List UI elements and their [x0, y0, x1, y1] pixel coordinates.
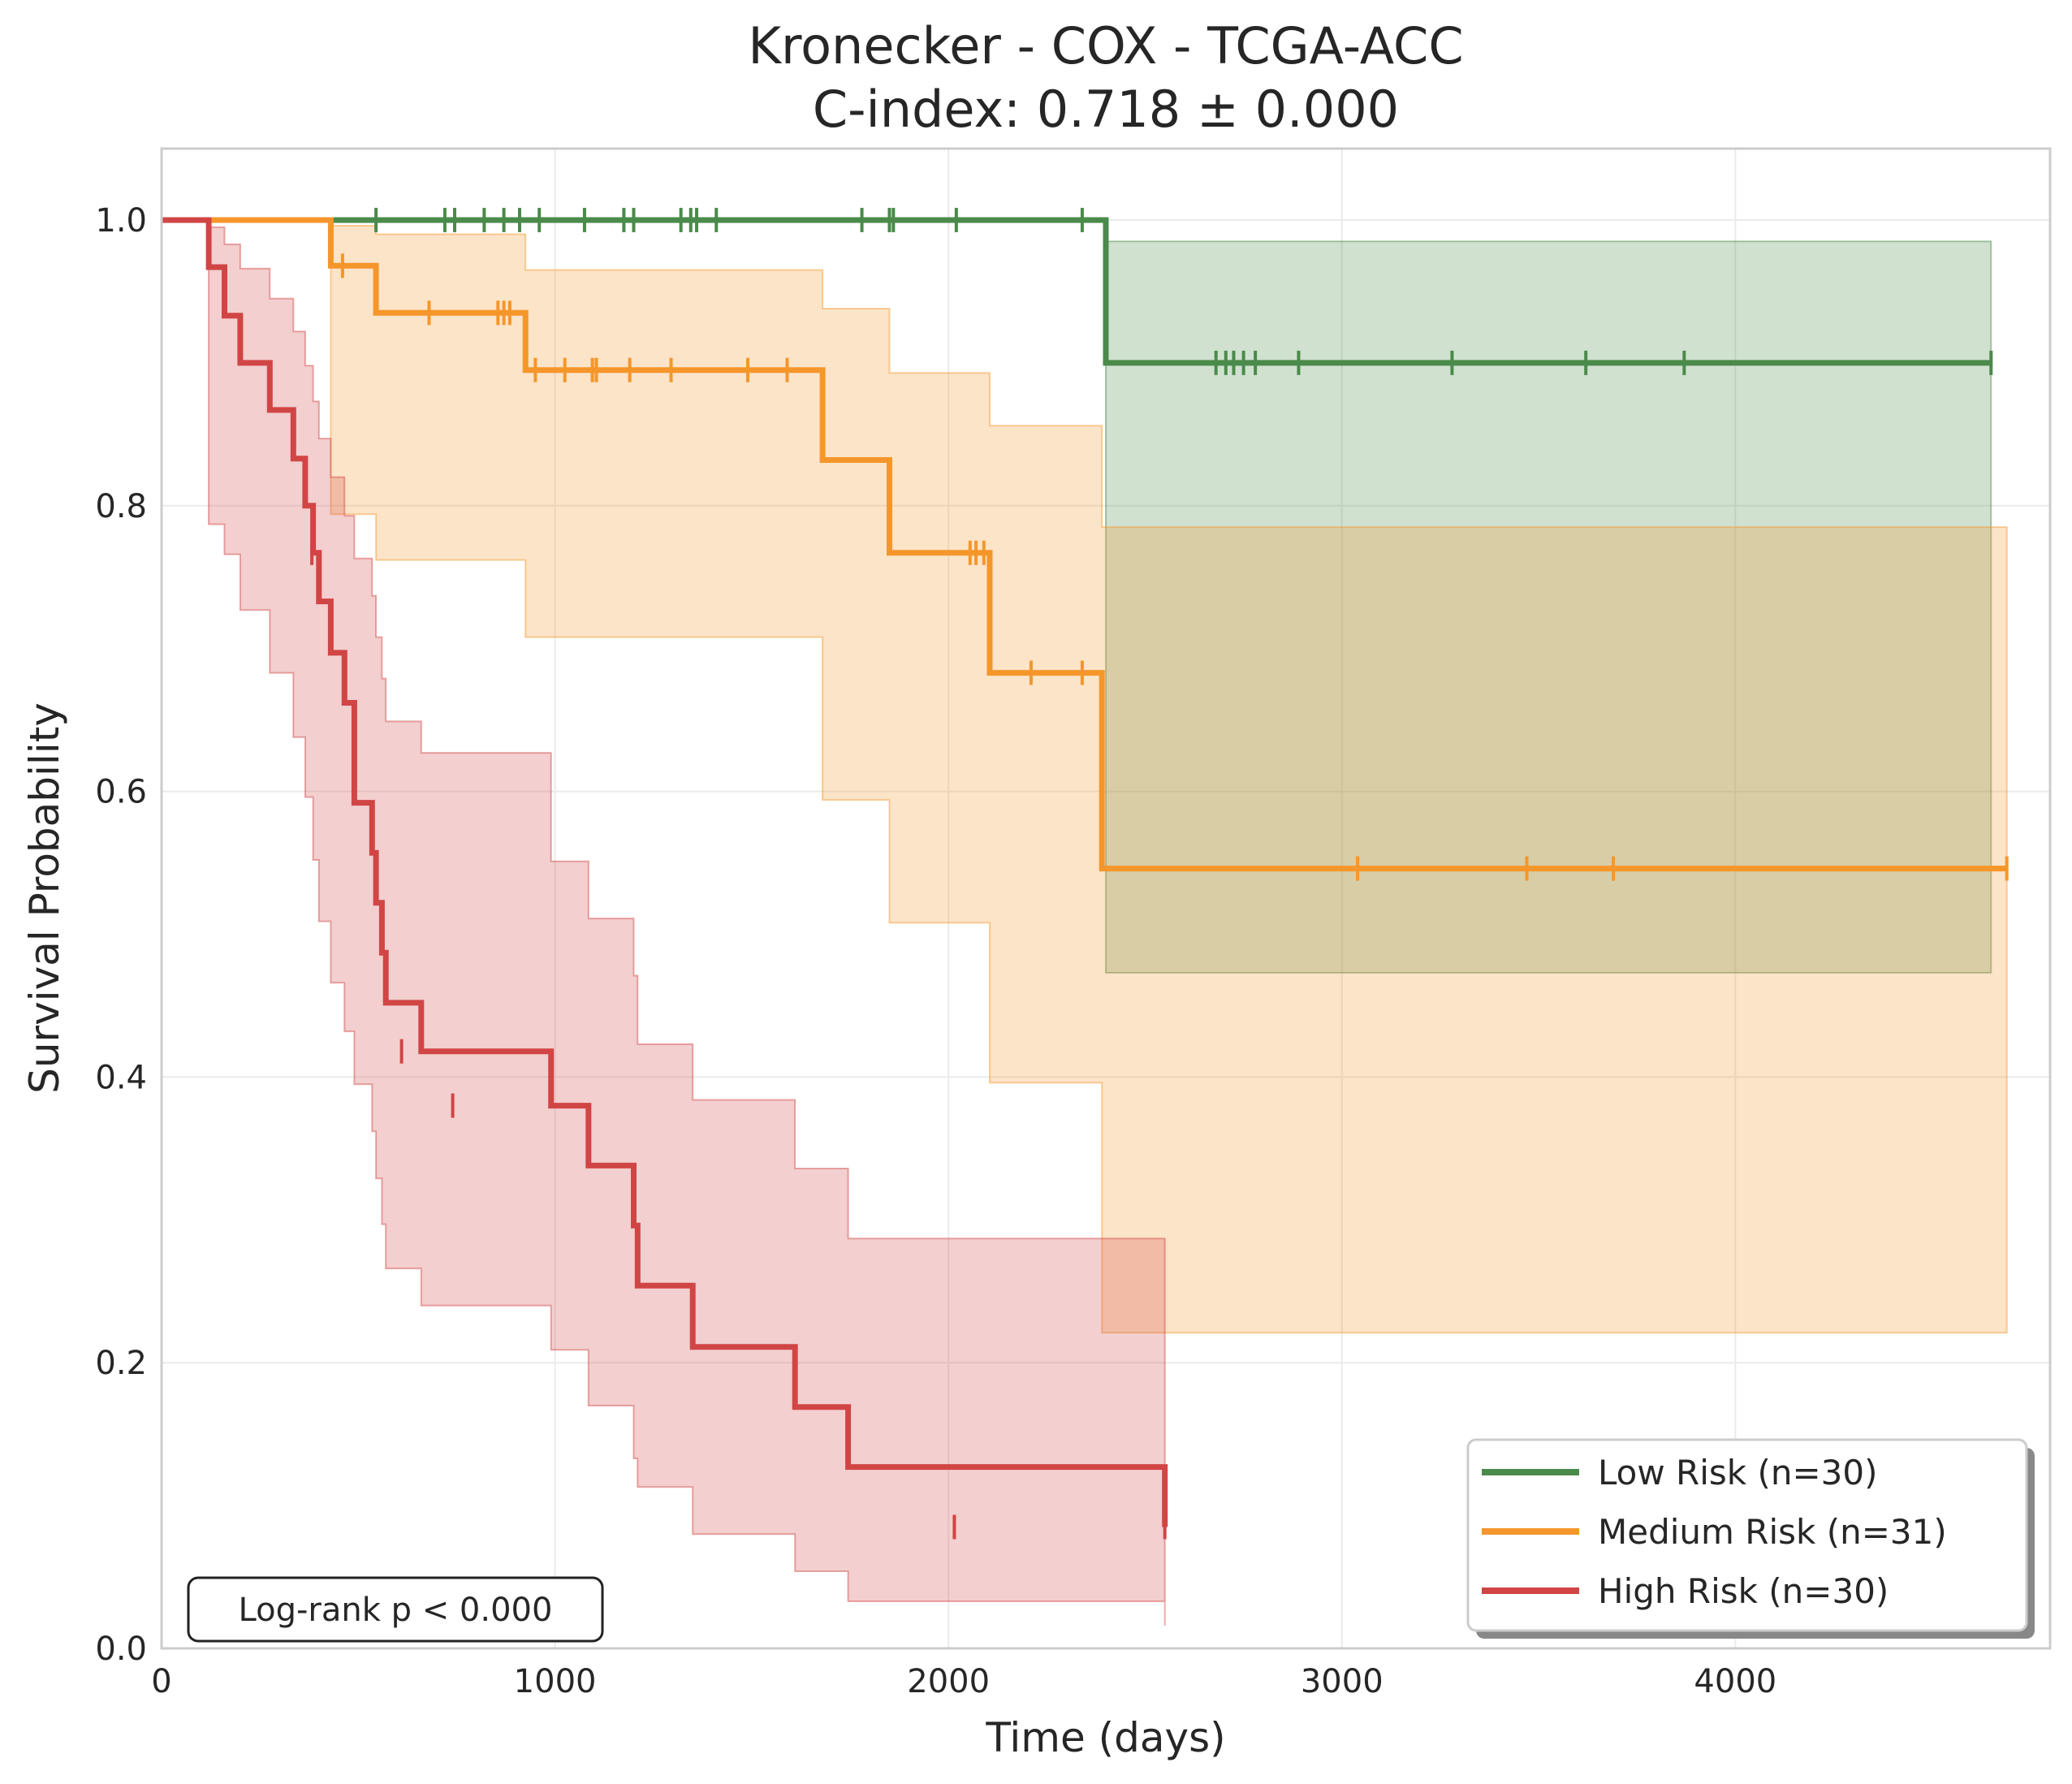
y-tick-label: 0.0 — [95, 1631, 147, 1668]
chart-title: Kronecker - COX - TCGA-ACC — [748, 16, 1463, 76]
annotation-box — [187, 1576, 604, 1643]
censor-marks — [310, 207, 2009, 1540]
y-tick-label: 0.8 — [95, 488, 147, 525]
ci-band-high-risk — [208, 226, 1166, 1626]
x-tick-label: 4000 — [1694, 1663, 1776, 1700]
x-tick-label: 3000 — [1301, 1663, 1383, 1700]
y-tick-labels: 0.0 0.2 0.4 0.6 0.8 1.0 — [95, 202, 147, 1668]
annotation-text: Log-rank p < 0.000 — [239, 1592, 553, 1629]
y-tick-label: 0.6 — [95, 774, 147, 811]
x-tick-label: 1000 — [514, 1663, 597, 1700]
ci-band-medium-risk — [330, 225, 2008, 1334]
confidence-bands — [208, 225, 2008, 1626]
y-axis-label: Survival Probability — [21, 702, 68, 1094]
survival-curve-medium-risk — [162, 217, 2007, 872]
legend-label-low-risk: Low Risk (n=30) — [1598, 1453, 1878, 1492]
legend-box — [1466, 1438, 2028, 1632]
chart-title-group: Kronecker - COX - TCGA-ACC C-index: 0.71… — [748, 16, 1463, 139]
y-tick-label: 0.2 — [95, 1345, 147, 1382]
plot-frame — [160, 147, 2052, 1650]
x-axis-label: Time (days) — [985, 1714, 1225, 1761]
x-tick-labels: 0 1000 2000 3000 4000 — [151, 1663, 1776, 1700]
chart-subtitle: C-index: 0.718 ± 0.000 — [813, 80, 1399, 139]
legend: Low Risk (n=30) Medium Risk (n=31) High … — [1466, 1438, 2035, 1639]
ci-band-low-risk — [1105, 240, 1992, 974]
y-tick-label: 1.0 — [95, 202, 147, 240]
survival-curve-high-risk — [162, 217, 1168, 1527]
logrank-annotation: Log-rank p < 0.000 — [187, 1576, 604, 1643]
legend-label-medium-risk: Medium Risk (n=31) — [1598, 1512, 1947, 1552]
y-tick-label: 0.4 — [95, 1059, 147, 1096]
x-tick-label: 0 — [151, 1663, 171, 1700]
x-tick-label: 2000 — [907, 1663, 990, 1700]
legend-label-high-risk: High Risk (n=30) — [1598, 1571, 1889, 1611]
